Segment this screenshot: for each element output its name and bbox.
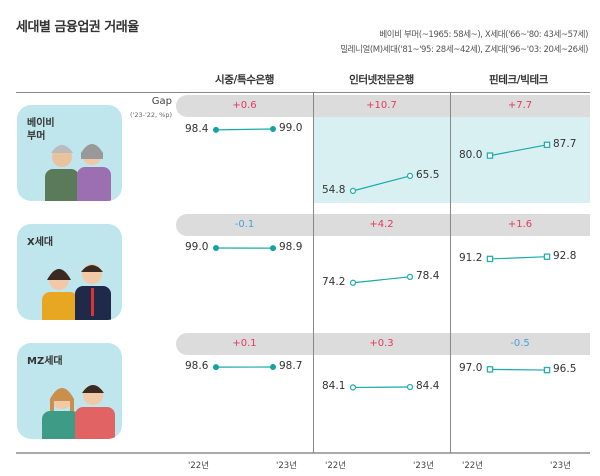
gap-value: +1.6 xyxy=(507,219,533,230)
data-label: 98.4 xyxy=(185,122,209,135)
gap-bar xyxy=(176,333,590,355)
people-illustration-icon xyxy=(42,385,115,439)
series-line-chart xyxy=(349,273,414,286)
gap-label: Gap xyxy=(151,96,172,107)
x-tick-label: '23년 xyxy=(550,461,571,471)
data-label: 74.2 xyxy=(322,275,346,288)
column-divider xyxy=(450,93,451,453)
data-point xyxy=(406,273,414,280)
data-point xyxy=(213,364,219,371)
gap-value: -0.5 xyxy=(510,338,530,349)
gap-value: -0.1 xyxy=(234,219,255,230)
series-line xyxy=(489,144,548,157)
data-point xyxy=(213,126,219,133)
data-point xyxy=(406,172,414,180)
data-label: 54.8 xyxy=(322,183,346,196)
gap-bar xyxy=(176,95,590,117)
data-point xyxy=(543,253,551,260)
x-tick-label: '23년 xyxy=(413,461,434,471)
series-line-chart xyxy=(213,126,276,133)
x-tick-label: '22년 xyxy=(325,461,346,471)
people-illustration-icon xyxy=(42,264,111,320)
series-line-chart xyxy=(349,172,414,195)
data-point xyxy=(543,141,551,149)
data-label: 91.2 xyxy=(459,251,483,264)
data-point xyxy=(349,279,357,286)
generation-card: MZ세대 xyxy=(17,343,122,439)
data-label: 96.5 xyxy=(553,363,577,376)
data-point xyxy=(486,152,494,159)
gap-value: +0.3 xyxy=(369,338,394,349)
generation-label: MZ세대 xyxy=(27,356,63,367)
chart-title: 세대별 금융업권 거래율 xyxy=(16,20,139,35)
gap-value: +7.7 xyxy=(507,100,533,111)
data-label: 98.9 xyxy=(279,241,303,254)
data-point xyxy=(486,255,494,263)
series-line-chart xyxy=(349,383,414,391)
data-label: 84.1 xyxy=(322,380,346,393)
data-point xyxy=(270,364,276,370)
data-point xyxy=(406,383,414,391)
data-label: 92.8 xyxy=(553,249,577,262)
data-label: 99.0 xyxy=(185,241,209,253)
data-point xyxy=(349,187,357,195)
gap-value: +4.2 xyxy=(369,219,394,230)
data-point xyxy=(486,366,494,373)
data-label: 80.0 xyxy=(459,148,483,161)
series-line-chart xyxy=(486,141,551,159)
x-tick-label: '23년 xyxy=(276,461,297,471)
data-point xyxy=(270,126,276,132)
column-divider xyxy=(313,93,314,453)
legend-note-1: 베이비 부머(~1965: 58세~), X세대('66~'80: 43세~57… xyxy=(379,30,588,40)
data-label: 78.4 xyxy=(416,269,440,282)
series-line xyxy=(489,256,548,260)
series-line-chart xyxy=(213,245,276,252)
series-line-chart xyxy=(213,364,276,371)
legend-note-2: 밀레니얼(M)세대('81~'95: 28세~42세), Z세대('96~'03… xyxy=(340,45,588,55)
series-line xyxy=(352,276,411,284)
data-label: 97.0 xyxy=(459,362,483,375)
data-point xyxy=(349,384,357,391)
top-divider xyxy=(16,92,590,93)
gap-value: +0.6 xyxy=(232,100,257,111)
data-point xyxy=(270,245,276,252)
gap-sublabel: ('23-'22, %p) xyxy=(130,111,172,119)
generation-card: 베이비 부머 xyxy=(17,105,122,201)
series-line-chart xyxy=(486,253,551,263)
column-header-internet-bank: 인터넷전문은행 xyxy=(349,74,414,86)
data-point xyxy=(543,366,551,374)
gap-value: +10.7 xyxy=(366,100,397,111)
bottom-divider xyxy=(16,452,590,454)
column-header-fintech: 핀테크/빅테크 xyxy=(489,74,548,86)
generation-label: X세대 xyxy=(27,237,54,248)
series-line xyxy=(489,368,548,371)
series-line xyxy=(352,175,411,192)
gap-bar xyxy=(176,214,590,236)
generation-card: X세대 xyxy=(17,224,122,320)
data-label: 65.5 xyxy=(416,168,440,181)
column-header-bank: 시중/특수은행 xyxy=(215,74,274,86)
data-point xyxy=(213,245,219,251)
gap-value: +0.1 xyxy=(232,338,257,349)
data-label: 84.4 xyxy=(416,380,440,393)
generation-label: 베이비 부머 xyxy=(27,118,55,142)
data-label: 87.7 xyxy=(553,137,577,150)
x-tick-label: '22년 xyxy=(462,461,483,471)
data-label: 98.7 xyxy=(279,360,303,372)
data-label: 98.6 xyxy=(185,360,209,373)
series-line-chart xyxy=(486,366,551,374)
people-illustration-icon xyxy=(45,144,111,201)
x-tick-label: '22년 xyxy=(188,461,209,471)
series-line xyxy=(215,128,274,131)
data-label: 99.0 xyxy=(279,122,303,134)
